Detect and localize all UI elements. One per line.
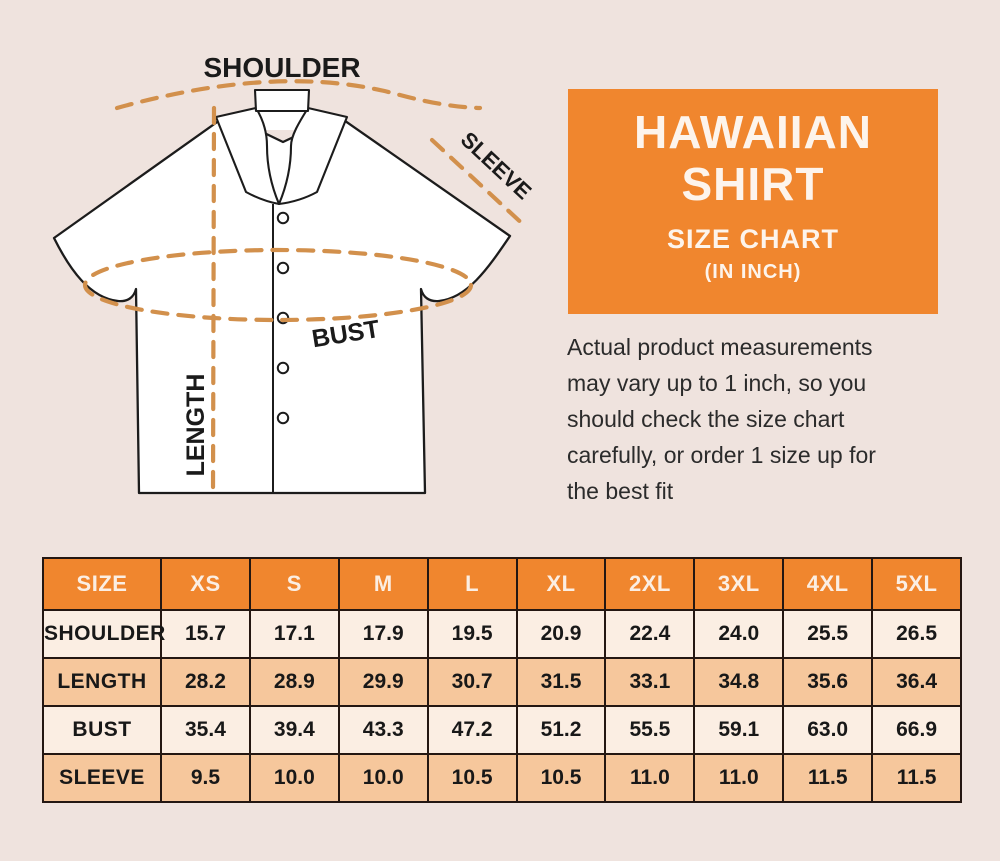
svg-text:SLEEVE: SLEEVE xyxy=(456,127,537,204)
svg-text:SHOULDER: SHOULDER xyxy=(203,52,360,83)
svg-text:LENGTH: LENGTH xyxy=(182,374,210,477)
